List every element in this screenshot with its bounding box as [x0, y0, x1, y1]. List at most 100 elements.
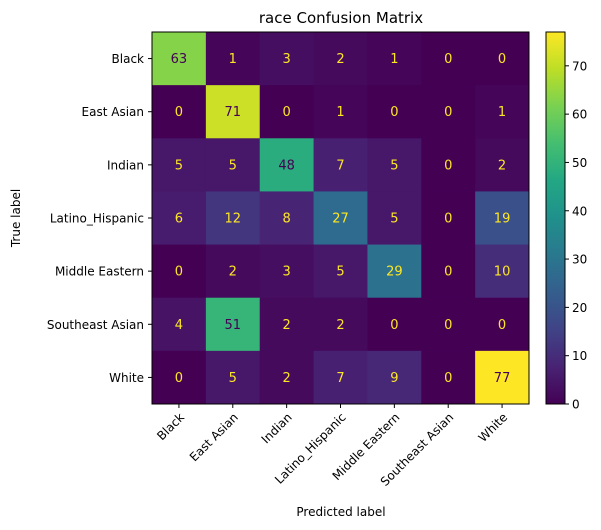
cell-value-label: 5: [175, 158, 183, 173]
y-tick-label: White: [109, 371, 144, 385]
cell-value-label: 9: [390, 371, 398, 386]
heatmap-cell: [475, 297, 530, 352]
heatmap-cell: [475, 85, 530, 139]
cell-value-label: 5: [390, 212, 398, 227]
cell-value-label: 71: [225, 105, 242, 120]
heatmap-cell: [367, 138, 422, 192]
heatmap-cell: [475, 244, 530, 299]
y-tick-label: Indian: [107, 158, 144, 172]
heatmap-cell: [421, 85, 476, 139]
heatmap-cell: [152, 350, 207, 405]
cell-value-label: 5: [336, 265, 344, 280]
cell-value-label: 10: [494, 265, 511, 280]
colorbar-tick-label: 70: [572, 59, 587, 73]
heatmap-cell: [421, 297, 476, 352]
cell-value-label: 51: [225, 318, 242, 333]
heatmap-cell: [205, 85, 261, 139]
heatmap-cell: [205, 138, 261, 192]
cell-value-label: 0: [444, 158, 452, 173]
cell-value-label: 2: [229, 265, 237, 280]
heatmap-cell: [152, 85, 207, 139]
heatmap-cell: [367, 350, 422, 405]
heatmap-cell: [152, 32, 207, 86]
cell-value-label: 0: [175, 265, 183, 280]
cell-value-label: 0: [175, 105, 183, 120]
cell-value-label: 27: [332, 212, 349, 227]
heatmap-cell: [205, 32, 261, 86]
heatmap-cell: [259, 85, 315, 139]
cell-value-label: 2: [283, 371, 291, 386]
heatmap-cell: [313, 85, 368, 139]
cell-value-label: 0: [498, 318, 506, 333]
heatmap-cell: [475, 138, 530, 192]
heatmap-cells: 63 1 3 2 1 0 00 71 0 1 0 0 15 5 48 7 5 0 26 12 8 27 5 0 190 2 3 5 29…: [152, 32, 530, 405]
heatmap-cell: [367, 85, 422, 139]
x-tick-label: White: [476, 410, 511, 445]
cell-value-label: 29: [386, 265, 403, 280]
cell-value-label: 0: [390, 318, 398, 333]
colorbar-tick-label: 0: [572, 398, 580, 412]
cell-value-label: 4: [175, 318, 183, 333]
cell-value-label: 6: [175, 212, 183, 227]
cell-value-label: 3: [283, 52, 291, 67]
cell-value-label: 1: [390, 52, 398, 67]
heatmap-cell: [475, 350, 530, 405]
heatmap-cell: [421, 350, 476, 405]
heatmap-cell: [313, 350, 368, 405]
x-tick-label: Black: [154, 410, 187, 443]
colorbar-ticks: 0 10 20 30 40 50 60 70: [565, 59, 587, 412]
y-tick-label: Middle Eastern: [55, 265, 144, 279]
heatmap-cell: [313, 191, 368, 246]
cell-value-label: 3: [283, 265, 291, 280]
cell-value-label: 0: [444, 52, 452, 67]
cell-value-label: 0: [283, 105, 291, 120]
colorbar: 0 10 20 30 40 50 60 70: [545, 31, 587, 412]
cell-value-label: 7: [336, 158, 344, 173]
heatmap-cell: [259, 297, 315, 352]
heatmap-cell: [205, 191, 261, 246]
cell-value-label: 8: [283, 212, 291, 227]
cell-value-label: 19: [494, 212, 511, 227]
y-axis-label: True label: [9, 189, 23, 248]
colorbar-tick-label: 40: [572, 204, 587, 218]
cell-value-label: 0: [390, 105, 398, 120]
colorbar-tick-label: 60: [572, 108, 587, 122]
cell-value-label: 0: [444, 318, 452, 333]
y-tick-label: Latino_Hispanic: [50, 212, 144, 226]
cell-value-label: 5: [390, 158, 398, 173]
x-tick-label: Indian: [259, 410, 295, 446]
cell-value-label: 0: [444, 371, 452, 386]
heatmap-cell: [152, 297, 207, 352]
y-tick-label: Black: [112, 52, 145, 66]
cell-value-label: 2: [336, 52, 344, 67]
heatmap-cell: [259, 138, 315, 192]
cell-value-label: 2: [283, 318, 291, 333]
cell-value-label: 0: [444, 265, 452, 280]
heatmap-cell: [367, 244, 422, 299]
cell-value-label: 2: [498, 158, 506, 173]
x-tick-label: East Asian: [187, 410, 241, 464]
cell-value-label: 0: [444, 105, 452, 120]
heatmap-cell: [313, 297, 368, 352]
heatmap-cell: [313, 138, 368, 192]
heatmap-cell: [475, 191, 530, 246]
heatmap-cell: [475, 32, 530, 86]
heatmap-cell: [421, 32, 476, 86]
heatmap-cell: [205, 350, 261, 405]
heatmap-cell: [205, 244, 261, 299]
heatmap-cell: [367, 32, 422, 86]
cell-value-label: 5: [229, 371, 237, 386]
cell-value-label: 1: [229, 52, 237, 67]
cell-value-label: 77: [494, 371, 511, 386]
x-axis-label: Predicted label: [296, 505, 385, 519]
cell-value-label: 2: [336, 318, 344, 333]
heatmap-cell: [421, 138, 476, 192]
heatmap-cell: [259, 191, 315, 246]
colorbar-gradient: [545, 31, 566, 405]
y-tick-label: Southeast Asian: [47, 318, 144, 332]
heatmap-cell: [421, 191, 476, 246]
cell-value-label: 0: [175, 371, 183, 386]
chart-title: race Confusion Matrix: [259, 9, 423, 27]
heatmap-cell: [313, 244, 368, 299]
